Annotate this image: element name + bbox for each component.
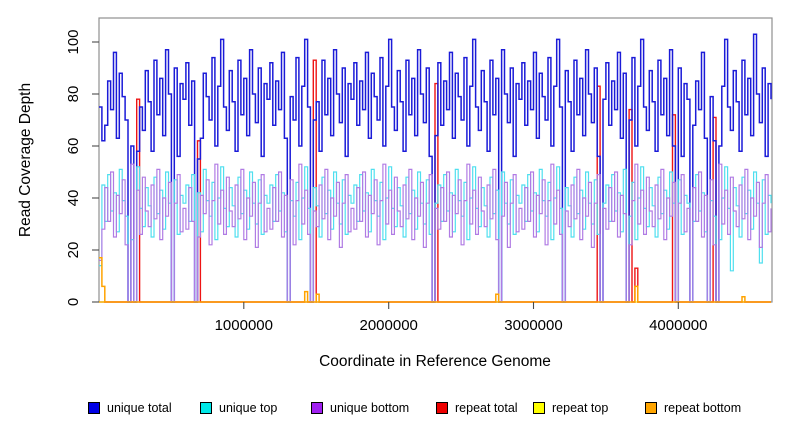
legend-label: unique top [219, 401, 278, 415]
legend-swatch-unique-bottom [311, 402, 323, 414]
legend-label: unique bottom [330, 401, 410, 415]
legend-swatch-unique-top [200, 402, 212, 414]
series-path-unique-total [99, 33, 772, 303]
x-axis-title: Coordinate in Reference Genome [319, 353, 551, 370]
legend: unique total unique top unique bottom repea… [0, 401, 792, 423]
plot-canvas: Coordinate in Reference Genome Read Cove… [17, 17, 773, 370]
legend-swatch-repeat-top [533, 402, 545, 414]
legend-item-unique-top: unique top [200, 401, 277, 415]
x-tick-label: 2000000 [359, 317, 417, 334]
y-tick-label: 40 [65, 190, 82, 207]
legend-item-repeat-bottom: repeat bottom [645, 401, 741, 415]
y-tick-label: 60 [65, 138, 82, 155]
series-path-repeat-bottom [99, 257, 771, 303]
legend-swatch-repeat-bottom [645, 402, 657, 414]
y-tick-label: 100 [65, 29, 82, 54]
legend-label: unique total [107, 401, 172, 415]
x-tick-label: 1000000 [215, 317, 273, 334]
legend-item-repeat-total: repeat total [436, 401, 518, 415]
series-path-unique-bottom [99, 163, 772, 303]
legend-item-unique-bottom: unique bottom [311, 401, 409, 415]
y-tick-label: 80 [65, 86, 82, 103]
y-tick-label: 20 [65, 242, 82, 259]
y-tick-label: 0 [65, 298, 82, 306]
legend-item-unique-total: unique total [88, 401, 172, 415]
legend-label: repeat bottom [664, 401, 742, 415]
y-axis-title: Read Coverage Depth [17, 83, 34, 237]
x-tick-label: 4000000 [649, 317, 707, 334]
legend-label: repeat total [455, 401, 518, 415]
legend-swatch-unique-total [88, 402, 100, 414]
legend-label: repeat top [552, 401, 609, 415]
legend-item-repeat-top: repeat top [533, 401, 608, 415]
legend-swatch-repeat-total [436, 402, 448, 414]
x-tick-label: 3000000 [504, 317, 562, 334]
